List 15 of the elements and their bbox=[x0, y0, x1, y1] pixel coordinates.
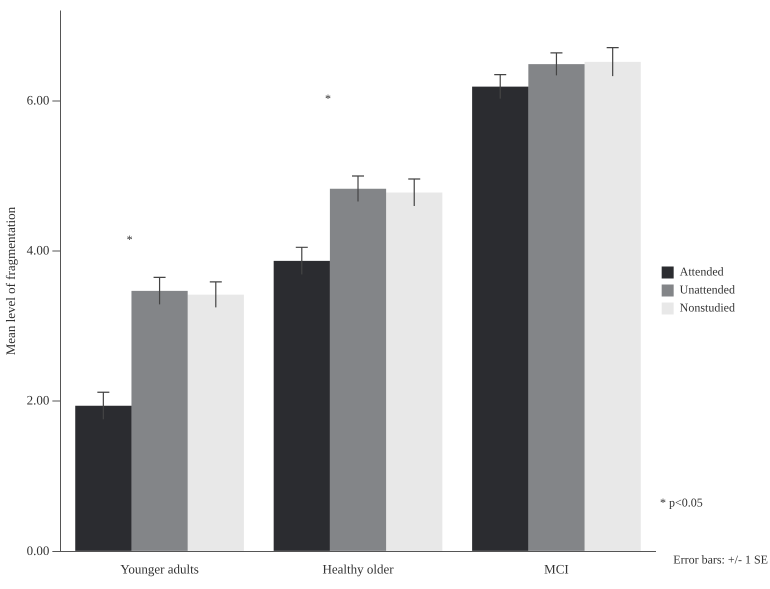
y-tick-label: 2.00 bbox=[26, 392, 50, 408]
text: Error bars: +/- 1 SE bbox=[673, 552, 768, 566]
y-tick-label: 0.00 bbox=[26, 542, 50, 558]
text: * p<0.05 bbox=[660, 495, 703, 510]
annotation: * bbox=[325, 92, 332, 106]
x-tick-label: Healthy older bbox=[322, 562, 394, 577]
x-tick-label: Younger adults bbox=[120, 562, 199, 577]
y-axis-title: Mean level of fragmentation bbox=[3, 206, 18, 356]
legend-label: Unattended bbox=[680, 282, 735, 297]
x-tick-label: MCI bbox=[544, 562, 569, 577]
annotation: * bbox=[126, 232, 133, 246]
y-tick-label: 4.00 bbox=[26, 242, 50, 258]
legend-label: Attended bbox=[680, 264, 724, 279]
y-tick-label: 6.00 bbox=[26, 92, 50, 108]
legend-label: Nonstudied bbox=[680, 300, 736, 315]
